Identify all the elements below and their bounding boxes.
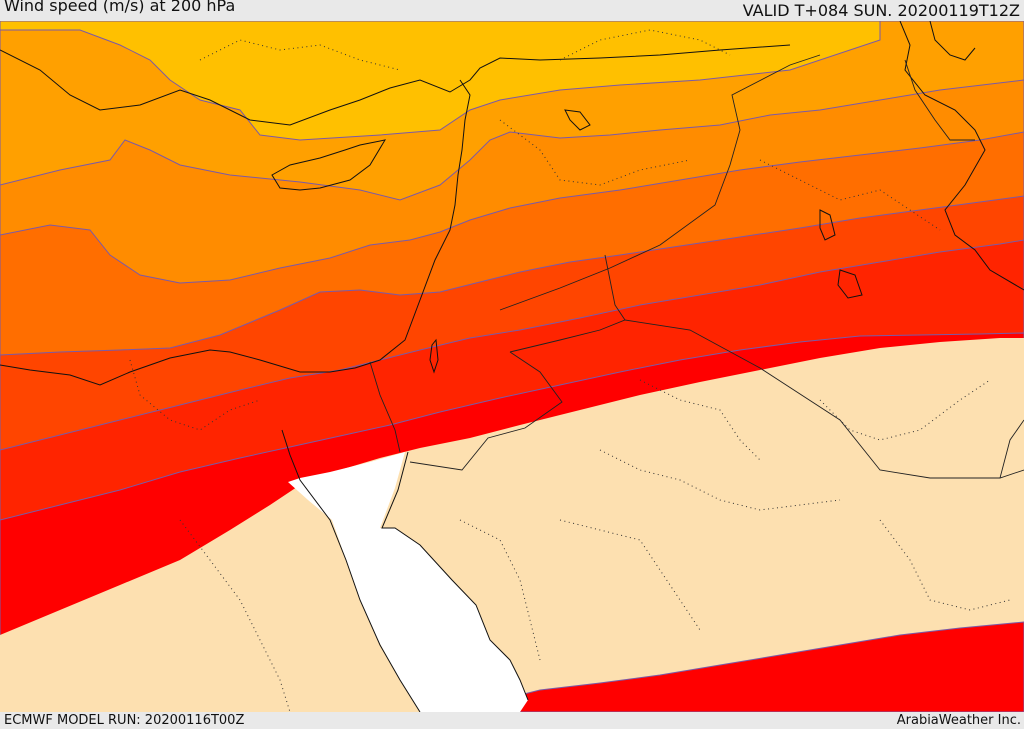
map-svg	[0, 21, 1024, 712]
valid-time: VALID T+084 SUN. 20200119T12Z	[743, 0, 1020, 21]
credit: ArabiaWeather Inc.	[897, 712, 1021, 729]
wind-speed-map	[0, 21, 1024, 712]
model-run: ECMWF MODEL RUN: 20200116T00Z	[4, 712, 244, 729]
map-title: Wind speed (m/s) at 200 hPa	[4, 0, 235, 16]
map-footer: ECMWF MODEL RUN: 20200116T00Z ArabiaWeat…	[0, 712, 1024, 729]
map-header: Wind speed (m/s) at 200 hPa VALID T+084 …	[0, 0, 1024, 21]
